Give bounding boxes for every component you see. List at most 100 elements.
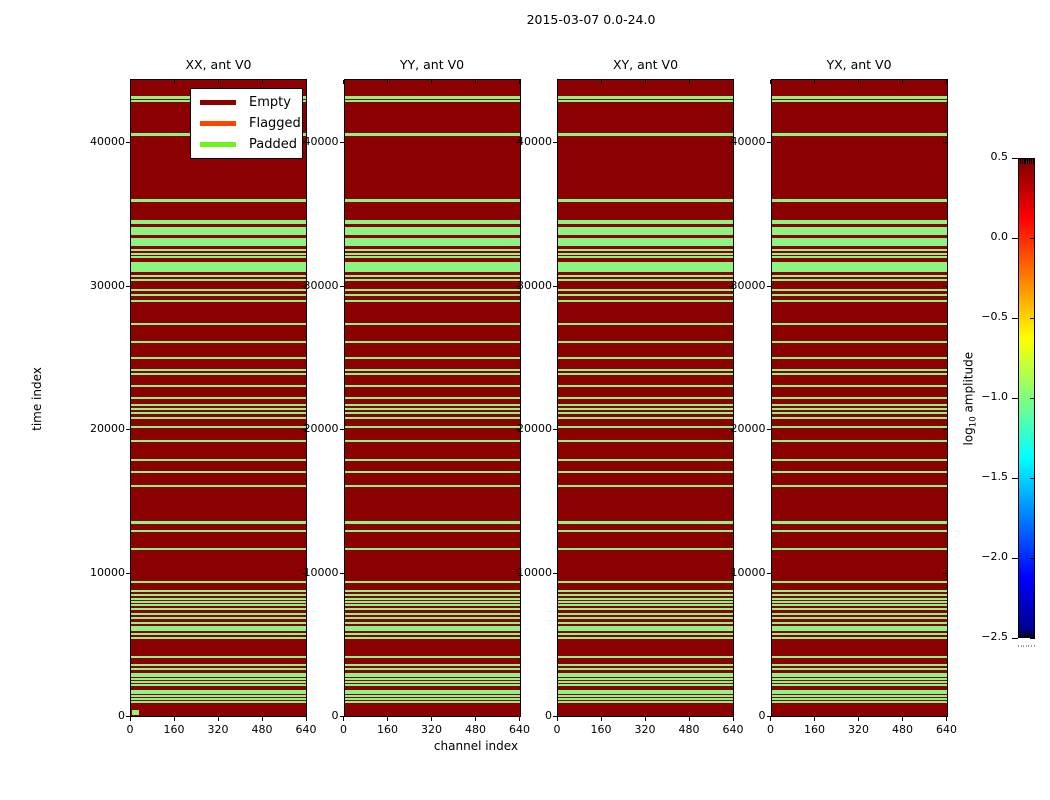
- padded-stripe: [771, 616, 947, 619]
- padded-stripe: [771, 673, 947, 676]
- padded-stripe: [558, 590, 733, 593]
- padded-stripe: [131, 667, 306, 670]
- tick-mark: [519, 717, 520, 721]
- padded-stripe: [771, 237, 947, 246]
- padded-stripe: [344, 608, 520, 611]
- tick-mark: [515, 716, 520, 717]
- tick-mark: [942, 572, 947, 574]
- padded-stripe: [558, 613, 733, 616]
- padded-stripe: [344, 300, 520, 302]
- padded-stripe: [344, 340, 520, 343]
- padded-stripe: [771, 689, 947, 692]
- y-tick-label: 0: [758, 709, 766, 722]
- tick-mark: [431, 80, 432, 84]
- colorbar-tick-mark: [1012, 157, 1018, 159]
- tick-mark: [475, 717, 476, 721]
- colorbar-tick-mark: [1030, 157, 1035, 159]
- tick-mark: [126, 572, 130, 574]
- padded-stripe: [131, 673, 306, 676]
- padded-stripe: [771, 416, 947, 419]
- padded-stripe: [558, 408, 733, 410]
- padded-stripe: [558, 626, 733, 632]
- padded-stripe: [344, 220, 520, 225]
- padded-stripe: [771, 369, 947, 372]
- tick-mark: [339, 572, 344, 574]
- padded-stripe: [558, 300, 733, 302]
- y-tick-label: 20000: [517, 422, 552, 435]
- padded-stripe: [558, 340, 733, 343]
- padded-stripe: [558, 594, 733, 597]
- colorbar-hatch-mark: [1033, 645, 1035, 647]
- padded-stripe: [131, 695, 306, 698]
- padded-stripe: [771, 356, 947, 359]
- y-tick-label: 30000: [303, 278, 339, 292]
- padded-stripe: [558, 675, 733, 678]
- y-tick-label: 10000: [303, 565, 339, 579]
- padded-stripe: [771, 199, 947, 203]
- colorbar-tick-mark: [1012, 317, 1018, 319]
- padded-stripe: [131, 548, 306, 551]
- padded-stripe: [771, 384, 947, 387]
- tick-mark: [515, 572, 520, 574]
- padded-stripe: [558, 252, 733, 255]
- padded-stripe: [771, 636, 947, 639]
- tick-mark: [339, 429, 344, 430]
- colorbar-hatch-mark: [1021, 632, 1023, 637]
- padded-stripe: [131, 275, 306, 278]
- padded-stripe: [131, 404, 306, 406]
- x-tick-label: 480: [892, 723, 913, 736]
- y-tick-label: 40000: [90, 135, 125, 148]
- padded-stripe: [344, 458, 520, 461]
- tick-mark: [766, 142, 771, 143]
- padded-stripe: [131, 294, 306, 297]
- y-tick-label: 10000: [517, 565, 552, 579]
- padded-stripe: [558, 680, 733, 683]
- tick-mark: [217, 80, 219, 84]
- colorbar-tick-label: −0.5: [981, 310, 1008, 323]
- padded-stripe: [344, 600, 520, 603]
- padded-stripe: [131, 530, 306, 533]
- y-tick-label: 0: [545, 709, 552, 722]
- y-tick-label: 30000: [517, 278, 552, 292]
- padded-stripe: [344, 484, 520, 487]
- tick-mark: [126, 716, 130, 717]
- tick-mark: [732, 717, 734, 721]
- colorbar-hatch-mark: [1023, 632, 1025, 637]
- tick-mark: [431, 717, 432, 721]
- padded-stripe: [344, 604, 520, 607]
- tick-mark: [946, 717, 947, 721]
- padded-stripe: [344, 294, 520, 297]
- tick-mark: [129, 80, 131, 84]
- padded-stripe: [558, 227, 733, 236]
- colorbar-hatch-mark: [1027, 159, 1029, 164]
- colorbar-tick-label: −1.5: [981, 470, 1008, 483]
- padded-stripe: [344, 322, 520, 325]
- padded-stripe: [344, 262, 520, 273]
- x-tick-label: 320: [634, 723, 656, 736]
- tick-mark: [343, 717, 344, 721]
- tick-mark: [942, 716, 947, 717]
- padded-stripe: [558, 249, 733, 252]
- padded-stripe: [344, 656, 520, 659]
- padded-stripe: [131, 220, 306, 225]
- padded-stripe: [558, 404, 733, 406]
- tick-mark: [766, 716, 771, 717]
- padded-stripe: [771, 698, 947, 701]
- tick-mark: [302, 572, 306, 574]
- padded-stripe: [771, 279, 947, 282]
- padded-stripe: [771, 633, 947, 636]
- padded-stripe: [131, 692, 306, 695]
- padded-stripe: [131, 626, 306, 632]
- y-tick-label: 40000: [517, 135, 552, 148]
- padded-stripe: [131, 416, 306, 419]
- padded-stripe: [344, 675, 520, 678]
- padded-stripe: [131, 608, 306, 611]
- padded-stripe: [344, 613, 520, 616]
- tick-mark: [129, 717, 131, 721]
- figure-title: 2015-03-07 0.0-24.0: [526, 12, 656, 27]
- padded-stripe: [771, 613, 947, 616]
- heatmap-panel: [770, 79, 948, 717]
- legend-item-padded: Padded: [200, 137, 297, 152]
- padded-stripe: [558, 530, 733, 533]
- colorbar-hatch-mark: [1020, 632, 1021, 637]
